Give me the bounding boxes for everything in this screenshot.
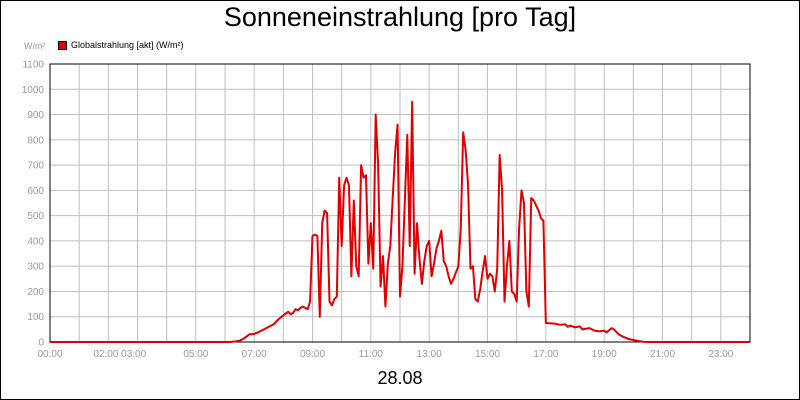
y-tick-label: 0 <box>38 338 44 349</box>
y-tick-label: 1100 <box>22 60 44 71</box>
x-tick-label: 19:00 <box>592 349 617 360</box>
legend-swatch <box>58 40 67 50</box>
x-tick-label: 21:00 <box>650 349 675 360</box>
y-tick-label: 700 <box>27 161 44 172</box>
x-tick-label: 23:00 <box>708 349 733 360</box>
y-tick-label: 1000 <box>22 85 45 96</box>
y-tick-label: 600 <box>27 186 44 197</box>
legend: Globalstrahlung [akt] (W/m²) <box>58 38 184 52</box>
x-tick-label: 17:00 <box>533 349 558 360</box>
y-tick-label: 100 <box>27 312 44 323</box>
y-tick-label: 200 <box>27 287 44 298</box>
series-line-globalstrahlung <box>50 100 750 343</box>
x-tick-label: 15:00 <box>475 349 500 360</box>
y-tick-label: 300 <box>27 262 44 273</box>
legend-label: Globalstrahlung [akt] (W/m²) <box>71 40 184 50</box>
x-tick-label: 02:00 03:00 <box>93 349 146 360</box>
y-tick-label: 900 <box>27 110 44 121</box>
chart-title: Sonneneinstrahlung [pro Tag] <box>223 2 577 32</box>
date-label: 28.08 <box>377 368 423 388</box>
y-tick-label: 400 <box>27 236 44 247</box>
x-tick-label: 13:00 <box>417 349 442 360</box>
x-tick-label: 07:00 <box>242 349 267 360</box>
y-axis-unit-label: W/m² <box>24 41 46 51</box>
x-tick-label: 11:00 <box>359 349 384 360</box>
x-tick-label: 09:00 <box>300 349 325 360</box>
y-tick-label: 800 <box>27 135 44 146</box>
plot-border <box>49 63 751 343</box>
x-tick-label: 00:00 <box>37 349 62 360</box>
y-tick-label: 500 <box>27 211 44 222</box>
x-tick-label: 05:00 <box>183 349 208 360</box>
